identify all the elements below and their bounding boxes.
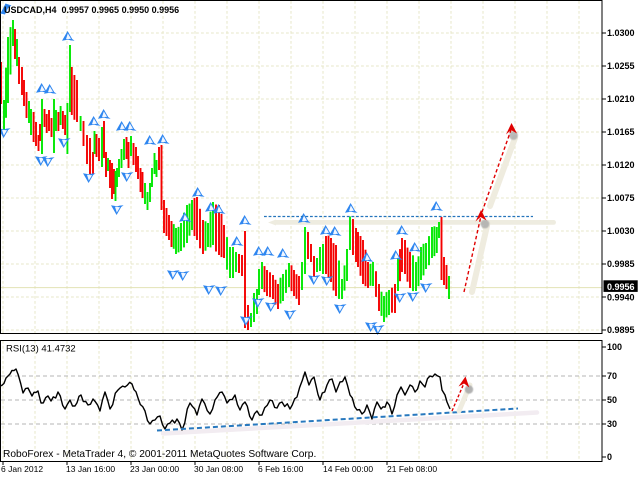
svg-text:1.0075: 1.0075 xyxy=(607,193,635,203)
svg-text:6 Jan 2012: 6 Jan 2012 xyxy=(1,464,43,474)
svg-text:30: 30 xyxy=(607,419,617,429)
svg-text:1.0030: 1.0030 xyxy=(607,226,635,236)
svg-text:1.0165: 1.0165 xyxy=(607,127,635,137)
svg-text:21 Feb 08:00: 21 Feb 08:00 xyxy=(387,464,437,474)
svg-text:1.0255: 1.0255 xyxy=(607,61,635,71)
svg-text:1.0210: 1.0210 xyxy=(607,94,635,104)
svg-text:70: 70 xyxy=(607,371,617,381)
svg-text:100: 100 xyxy=(607,342,622,352)
svg-text:1.0300: 1.0300 xyxy=(607,28,635,38)
svg-text:1.0120: 1.0120 xyxy=(607,160,635,170)
svg-text:RSI(13) 41.4732: RSI(13) 41.4732 xyxy=(6,344,76,355)
svg-text:6 Feb 16:00: 6 Feb 16:00 xyxy=(258,464,304,474)
svg-text:0.9895: 0.9895 xyxy=(607,325,635,335)
svg-text:RoboForex - MetaTrader 4, © 20: RoboForex - MetaTrader 4, © 2001-2011 Me… xyxy=(3,449,316,460)
svg-text:0.9940: 0.9940 xyxy=(607,293,635,303)
svg-text:USDCAD,H4 0.9957 0.9965 0.995: USDCAD,H4 0.9957 0.9965 0.9950 0.9956 xyxy=(4,5,179,15)
svg-text:0.9985: 0.9985 xyxy=(607,259,635,269)
svg-text:0: 0 xyxy=(607,452,612,462)
svg-text:50: 50 xyxy=(607,395,617,405)
svg-text:13 Jan 16:00: 13 Jan 16:00 xyxy=(66,464,115,474)
svg-text:30 Jan 08:00: 30 Jan 08:00 xyxy=(194,464,243,474)
svg-text:23 Jan 00:00: 23 Jan 00:00 xyxy=(130,464,179,474)
svg-text:14 Feb 00:00: 14 Feb 00:00 xyxy=(323,464,373,474)
svg-text:0.9956: 0.9956 xyxy=(607,282,635,292)
